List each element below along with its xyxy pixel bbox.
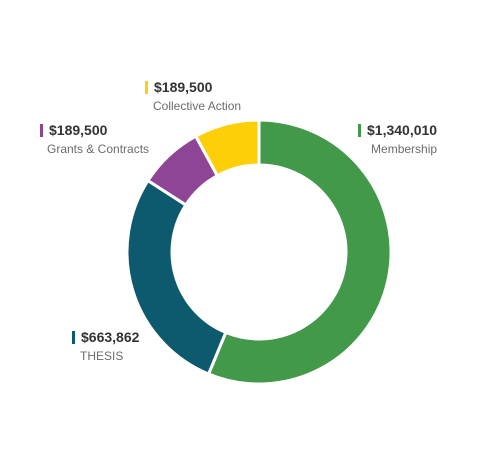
label-grants-contracts: $189,500 Grants & Contracts: [40, 123, 149, 155]
legend-swatch: [145, 80, 148, 94]
label-collective-action: $189,500 Collective Action: [145, 80, 241, 112]
category-label: Grants & Contracts: [47, 142, 150, 156]
category-label: Collective Action: [153, 99, 242, 113]
label-membership: $1,340,010 Membership: [358, 123, 437, 155]
value-label: $1,340,010: [367, 122, 438, 138]
slice-collective-action: [194, 118, 261, 178]
category-label: THESIS: [80, 349, 124, 363]
legend-swatch: [358, 123, 361, 137]
category-label: Membership: [371, 142, 438, 156]
label-thesis: $663,862 THESIS: [72, 330, 139, 362]
value-label: $189,500: [154, 79, 213, 95]
value-label: $189,500: [49, 122, 108, 138]
legend-swatch: [40, 123, 43, 137]
legend-swatch: [72, 330, 75, 344]
slice-membership: [207, 118, 393, 386]
slice-thesis: [125, 179, 228, 376]
value-label: $663,862: [81, 329, 140, 345]
